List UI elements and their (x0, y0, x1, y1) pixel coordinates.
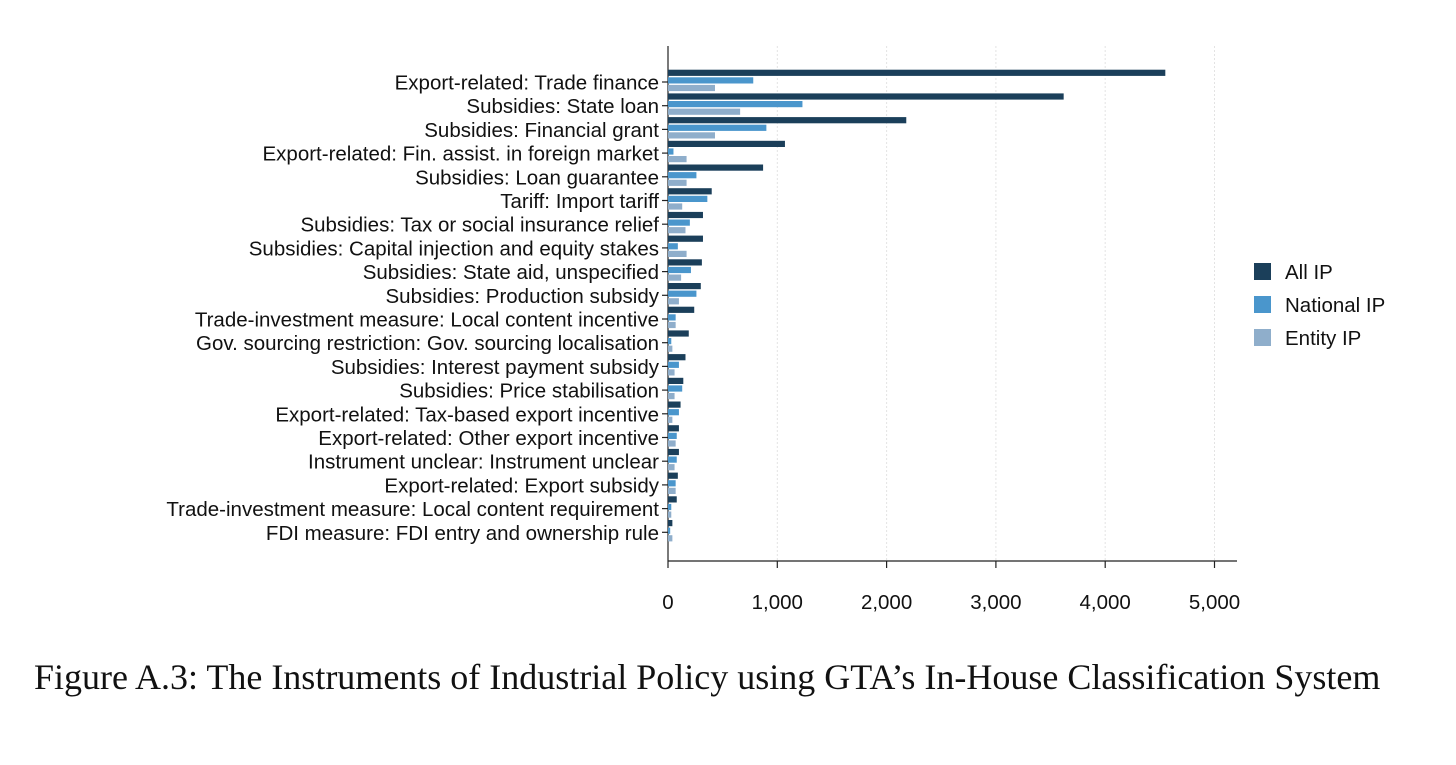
bar-all-ip (668, 235, 703, 242)
bar-all-ip (668, 188, 712, 195)
bar-all-ip (668, 472, 678, 479)
bar-entity-ip (668, 227, 686, 234)
x-tick-label: 4,000 (1080, 591, 1131, 614)
category-label: Subsidies: Capital injection and equity … (249, 237, 659, 260)
bar-entity-ip (668, 250, 687, 257)
bar-national-ip (668, 456, 677, 463)
category-label: Export-related: Trade finance (395, 72, 659, 95)
category-label: Export-related: Export subsidy (384, 474, 659, 497)
x-tick-label: 1,000 (752, 591, 803, 614)
bar-entity-ip (668, 179, 687, 186)
bar-national-ip (668, 385, 683, 392)
bar-national-ip (668, 338, 672, 345)
bar-all-ip (668, 93, 1064, 100)
category-label: FDI measure: FDI entry and ownership rul… (266, 522, 659, 545)
x-tick-label: 0 (662, 591, 673, 614)
bar-all-ip (668, 306, 695, 313)
bar-entity-ip (668, 464, 675, 471)
bar-all-ip (668, 140, 785, 147)
bar-entity-ip (668, 156, 687, 163)
bar-entity-ip (668, 511, 672, 518)
bar-entity-ip (668, 321, 676, 329)
bar-national-ip (668, 243, 678, 250)
bar-entity-ip (668, 487, 676, 494)
category-label: Subsidies: Tax or social insurance relie… (300, 214, 659, 237)
bar-national-ip (668, 124, 767, 131)
category-label: Export-related: Tax-based export incenti… (275, 403, 659, 426)
bar-all-ip (668, 164, 764, 171)
category-label: Subsidies: State aid, unspecified (363, 261, 659, 284)
bar-entity-ip (668, 535, 673, 542)
category-label: Subsidies: Price stabilisation (399, 380, 659, 403)
legend-label: Entity IP (1285, 327, 1361, 350)
legend-swatch-national-ip (1254, 296, 1271, 313)
bar-all-ip (668, 401, 681, 408)
bar-national-ip (668, 314, 676, 321)
bar-entity-ip (668, 298, 679, 305)
legend-label: All IP (1285, 261, 1333, 284)
bar-national-ip (668, 361, 679, 368)
bar-entity-ip (668, 203, 683, 210)
bar-entity-ip (668, 132, 715, 139)
bar-national-ip (668, 527, 671, 534)
bar-all-ip (668, 496, 677, 503)
category-label: Subsidies: Production subsidy (386, 285, 660, 308)
bar-national-ip (668, 148, 674, 155)
category-label: Trade-investment measure: Local content … (195, 309, 659, 332)
bar-national-ip (668, 266, 691, 274)
bar-entity-ip (668, 369, 675, 376)
bar-all-ip (668, 211, 703, 219)
bar-national-ip (668, 219, 690, 226)
bar-all-ip (668, 377, 684, 384)
bar-entity-ip (668, 393, 675, 400)
bar-entity-ip (668, 108, 741, 115)
bar-national-ip (668, 172, 697, 179)
category-label: Subsidies: Financial grant (424, 119, 659, 142)
bar-all-ip (668, 283, 701, 290)
bar-entity-ip (668, 345, 673, 352)
bar-entity-ip (668, 440, 676, 447)
bar-all-ip (668, 69, 1166, 76)
category-label: Export-related: Fin. assist. in foreign … (263, 143, 660, 166)
category-label: Trade-investment measure: Local content … (166, 498, 659, 521)
category-label: Gov. sourcing restriction: Gov. sourcing… (196, 332, 659, 355)
chart: 0 1,000 2,000 3,000 4,000 5,000 Export-related… (166, 46, 1385, 614)
bar-chart-svg: 0 1,000 2,000 3,000 4,000 5,000 Export-related… (166, 46, 1385, 614)
legend-swatch-all-ip (1254, 263, 1271, 280)
bar-entity-ip (668, 416, 673, 423)
bar-national-ip (668, 480, 676, 487)
bar-national-ip (668, 503, 672, 511)
category-label: Subsidies: Loan guarantee (415, 166, 659, 189)
legend-label: National IP (1285, 294, 1385, 317)
bar-national-ip (668, 432, 677, 439)
bar-all-ip (668, 117, 907, 124)
category-label: Tariff: Import tariff (500, 190, 659, 213)
bar-entity-ip (668, 84, 715, 92)
category-label: Export-related: Other export incentive (318, 427, 659, 450)
bar-national-ip (668, 101, 803, 108)
bar-all-ip (668, 448, 679, 456)
bar-all-ip (668, 330, 689, 337)
figure-caption: Figure A.3: The Instruments of Industria… (34, 657, 1381, 697)
bar-national-ip (668, 195, 708, 202)
bar-all-ip (668, 425, 679, 432)
bar-national-ip (668, 409, 679, 416)
category-label: Subsidies: Interest payment subsidy (331, 356, 660, 379)
x-tick-label: 2,000 (861, 591, 912, 614)
bar-national-ip (668, 290, 697, 297)
x-tick-label: 3,000 (970, 591, 1021, 614)
bar-entity-ip (668, 274, 682, 281)
x-tick-label: 5,000 (1189, 591, 1240, 614)
bar-national-ip (668, 77, 754, 84)
category-label: Instrument unclear: Instrument unclear (308, 451, 659, 474)
bar-all-ip (668, 259, 702, 266)
category-label: Subsidies: State loan (466, 95, 659, 118)
bar-all-ip (668, 520, 673, 527)
legend-swatch-entity-ip (1254, 329, 1271, 346)
bar-all-ip (668, 354, 686, 361)
